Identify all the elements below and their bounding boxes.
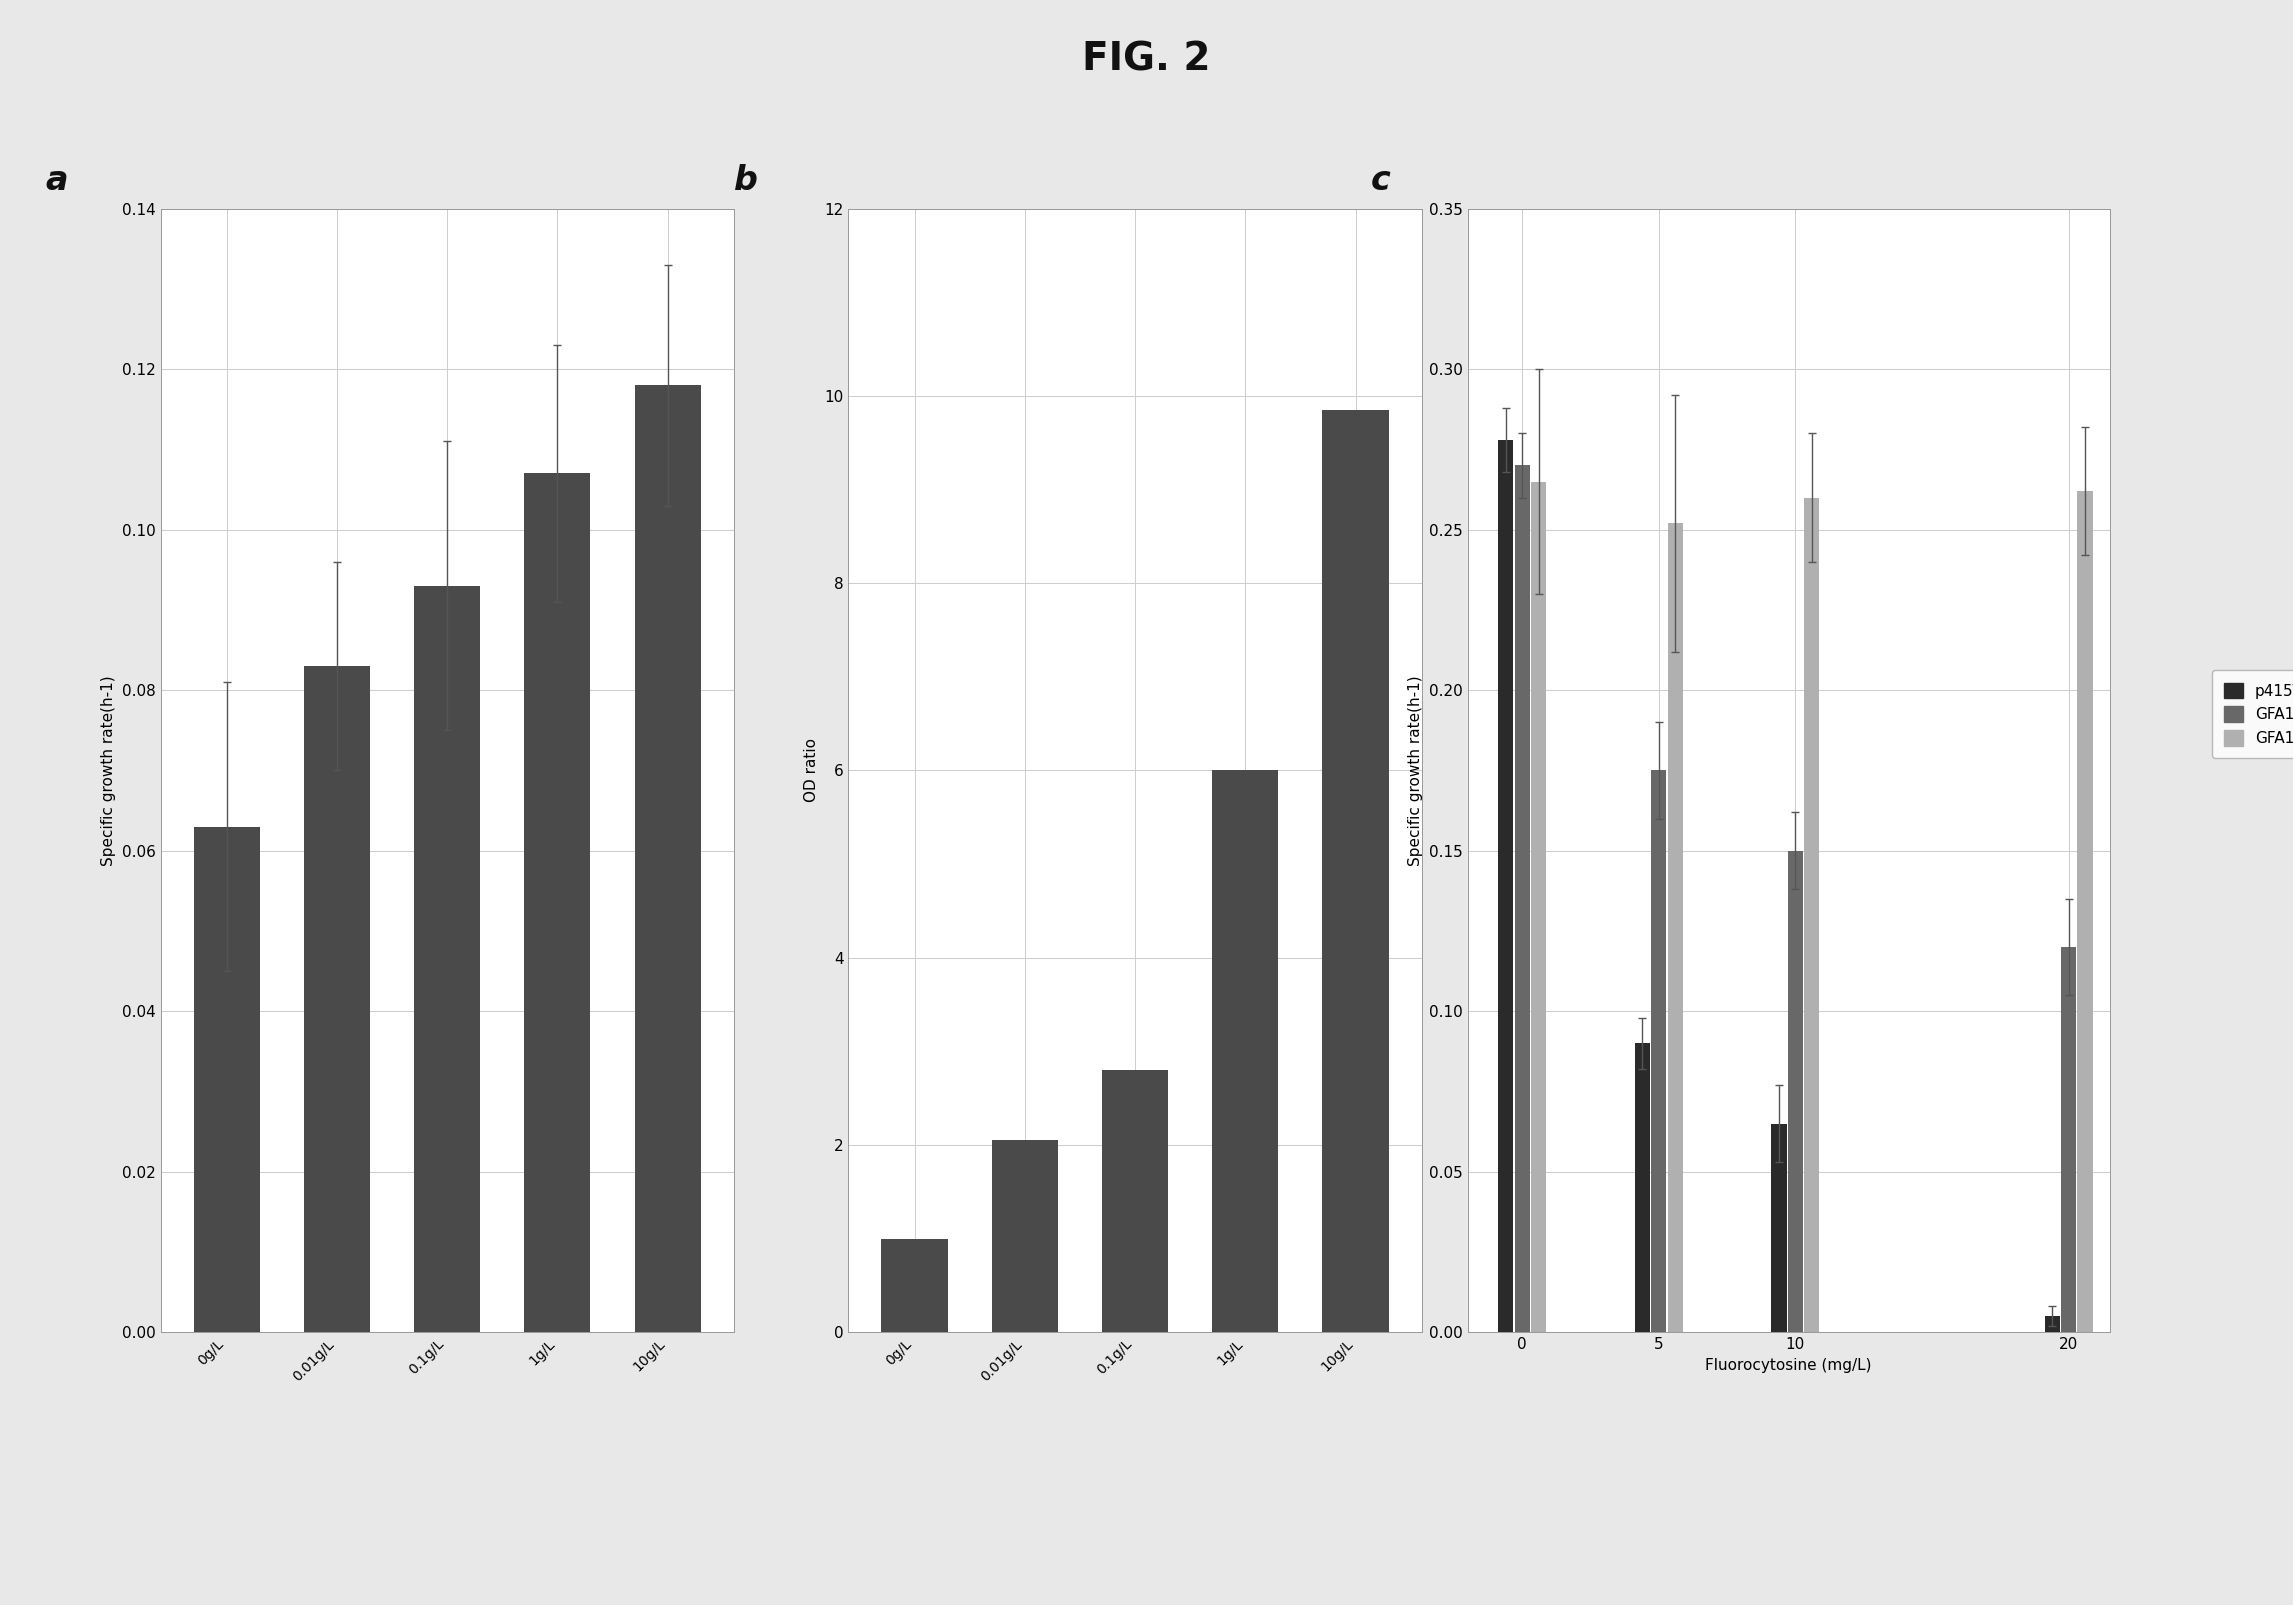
Text: FIG. 2: FIG. 2 [1082, 40, 1211, 79]
Bar [635, 385, 702, 1332]
Bar [1667, 523, 1683, 1332]
Y-axis label: Specific growth rate(h-1): Specific growth rate(h-1) [101, 676, 117, 865]
Bar [2061, 947, 2075, 1332]
Bar [2077, 491, 2094, 1332]
Y-axis label: OD ratio: OD ratio [805, 738, 819, 802]
Y-axis label: Specific growth rate(h-1): Specific growth rate(h-1) [1408, 676, 1424, 865]
X-axis label: Fluorocytosine (mg/L): Fluorocytosine (mg/L) [1706, 1358, 1871, 1372]
Bar [1805, 498, 1818, 1332]
Bar [1635, 1043, 1651, 1332]
Bar [305, 666, 369, 1332]
Bar [1103, 1071, 1167, 1332]
Text: b: b [734, 164, 757, 197]
Bar [1789, 851, 1802, 1332]
Bar [1213, 770, 1279, 1332]
Bar [1772, 1124, 1786, 1332]
Bar [1516, 465, 1529, 1332]
Bar [2045, 1316, 2059, 1332]
Bar [415, 586, 479, 1332]
Legend: p415TEF, GFA1, GFA1-m12: p415TEF, GFA1, GFA1-m12 [2213, 671, 2293, 758]
Text: c: c [1371, 164, 1392, 197]
Bar [993, 1140, 1057, 1332]
Bar [1323, 409, 1390, 1332]
Bar [525, 473, 592, 1332]
Bar [1532, 482, 1545, 1332]
Bar [1497, 440, 1513, 1332]
Bar [193, 827, 259, 1332]
Bar [881, 1239, 947, 1332]
Text: a: a [46, 164, 69, 197]
Bar [1651, 770, 1667, 1332]
